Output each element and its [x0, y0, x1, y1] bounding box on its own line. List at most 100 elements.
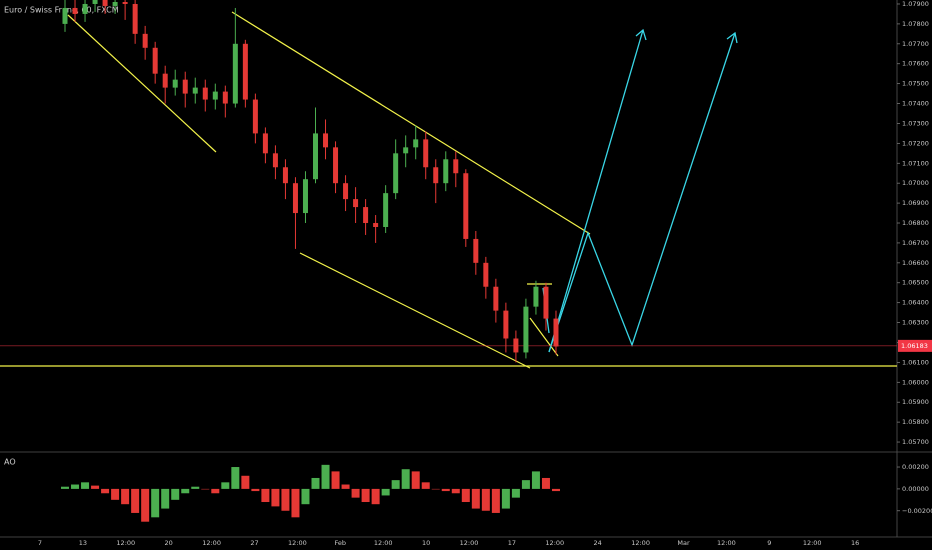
ao-bar: [541, 477, 550, 489]
ao-bar: [341, 484, 350, 489]
x-tick-label: 13: [79, 539, 87, 547]
candle-body: [132, 3, 138, 34]
ao-bar: [321, 464, 330, 489]
y-tick-label: 1.07300: [902, 119, 929, 127]
candle-body: [72, 7, 78, 14]
ao-bar: [531, 471, 540, 489]
candle-body: [453, 159, 459, 174]
ao-bar: [501, 488, 510, 509]
candle-body: [142, 33, 148, 48]
x-tick-label: 9: [767, 539, 771, 547]
x-tick-label: 27: [250, 539, 258, 547]
y-tick-label: 1.07800: [902, 20, 929, 28]
x-tick-label: 12:00: [717, 539, 736, 547]
y-tick-label: 1.06900: [902, 199, 929, 207]
ao-bar: [251, 488, 260, 492]
ao-bar: [311, 477, 320, 489]
candle-body: [543, 286, 549, 319]
ao-bar: [281, 488, 290, 511]
arrow-head: [635, 28, 647, 41]
x-tick-label: 12:00: [374, 539, 393, 547]
y-tick-label: 1.06800: [902, 219, 929, 227]
ao-bar: [291, 488, 300, 518]
ao-bar: [431, 488, 440, 490]
candle-body: [112, 1, 118, 6]
ao-bar: [521, 480, 530, 489]
candle-body: [232, 43, 238, 104]
y-tick-label: 0.00000: [902, 485, 929, 493]
x-tick-label: 12:00: [631, 539, 650, 547]
candle-body: [553, 318, 559, 347]
y-tick-label: 1.07500: [902, 80, 929, 88]
ao-bar: [441, 488, 450, 492]
ao-bar: [81, 482, 90, 489]
x-tick-label: 12:00: [288, 539, 307, 547]
y-tick-label: 1.05800: [902, 418, 929, 426]
candle-body: [262, 133, 268, 154]
x-tick-label: 12:00: [460, 539, 479, 547]
ao-bar: [151, 488, 160, 518]
candle-body: [513, 338, 519, 353]
ao-bar: [201, 488, 210, 490]
candle-body: [152, 47, 158, 74]
candle-body: [363, 207, 369, 224]
projection-arrow: [548, 29, 644, 353]
candle-body: [533, 286, 539, 307]
y-tick-label: 1.07000: [902, 179, 929, 187]
candle-body: [343, 183, 349, 200]
y-tick-label: 1.05900: [902, 398, 929, 406]
ao-bar: [301, 488, 310, 505]
candle-body: [302, 179, 308, 214]
candle-body: [443, 159, 449, 184]
candle-body: [413, 139, 419, 148]
candle-body: [102, 0, 108, 6]
candle-body: [272, 153, 278, 168]
x-tick-label: 16: [851, 539, 859, 547]
candle-body: [202, 87, 208, 100]
x-tick-label: 7: [38, 539, 42, 547]
ao-bar: [361, 488, 370, 503]
y-tick-label: 1.07900: [902, 0, 929, 8]
candle-body: [62, 7, 68, 24]
trend-line: [67, 14, 217, 153]
ao-bar: [181, 488, 190, 494]
y-tick-label: 1.07700: [902, 40, 929, 48]
y-tick-label: −0.00200: [902, 507, 932, 515]
candle-body: [313, 133, 318, 180]
ao-bar: [401, 469, 410, 489]
x-tick-label: 24: [594, 539, 602, 547]
last-price-label: 1.06183: [901, 342, 928, 350]
y-tick-label: 1.07200: [902, 139, 929, 147]
candle-body: [323, 133, 329, 148]
ao-bar: [461, 488, 470, 503]
flag-line: [529, 317, 559, 357]
ao-bar: [491, 488, 500, 513]
ao-bar: [371, 488, 380, 505]
candle-body: [433, 167, 439, 184]
ao-bar: [421, 482, 430, 489]
candle-body: [212, 91, 218, 100]
ao-bar: [351, 488, 360, 498]
ao-bar: [271, 488, 280, 507]
y-tick-label: 1.06100: [902, 358, 929, 366]
ao-bar: [511, 488, 520, 498]
x-tick-label: Feb: [335, 539, 347, 547]
candle-body: [523, 306, 529, 353]
y-tick-label: 1.07400: [902, 100, 929, 108]
candle-body: [182, 79, 188, 94]
ao-bar: [101, 488, 110, 494]
candle-body: [282, 167, 288, 184]
candle-body: [82, 3, 88, 14]
ao-bar: [191, 486, 200, 489]
arrow-head: [726, 31, 738, 44]
ao-bar: [411, 471, 420, 489]
candle-body: [92, 0, 98, 4]
trend-line: [299, 252, 531, 369]
candle-body: [423, 139, 429, 168]
x-tick-label: 10: [422, 539, 430, 547]
y-tick-label: 1.07100: [902, 159, 929, 167]
ao-bar: [121, 488, 130, 505]
ao-bar: [71, 484, 80, 489]
